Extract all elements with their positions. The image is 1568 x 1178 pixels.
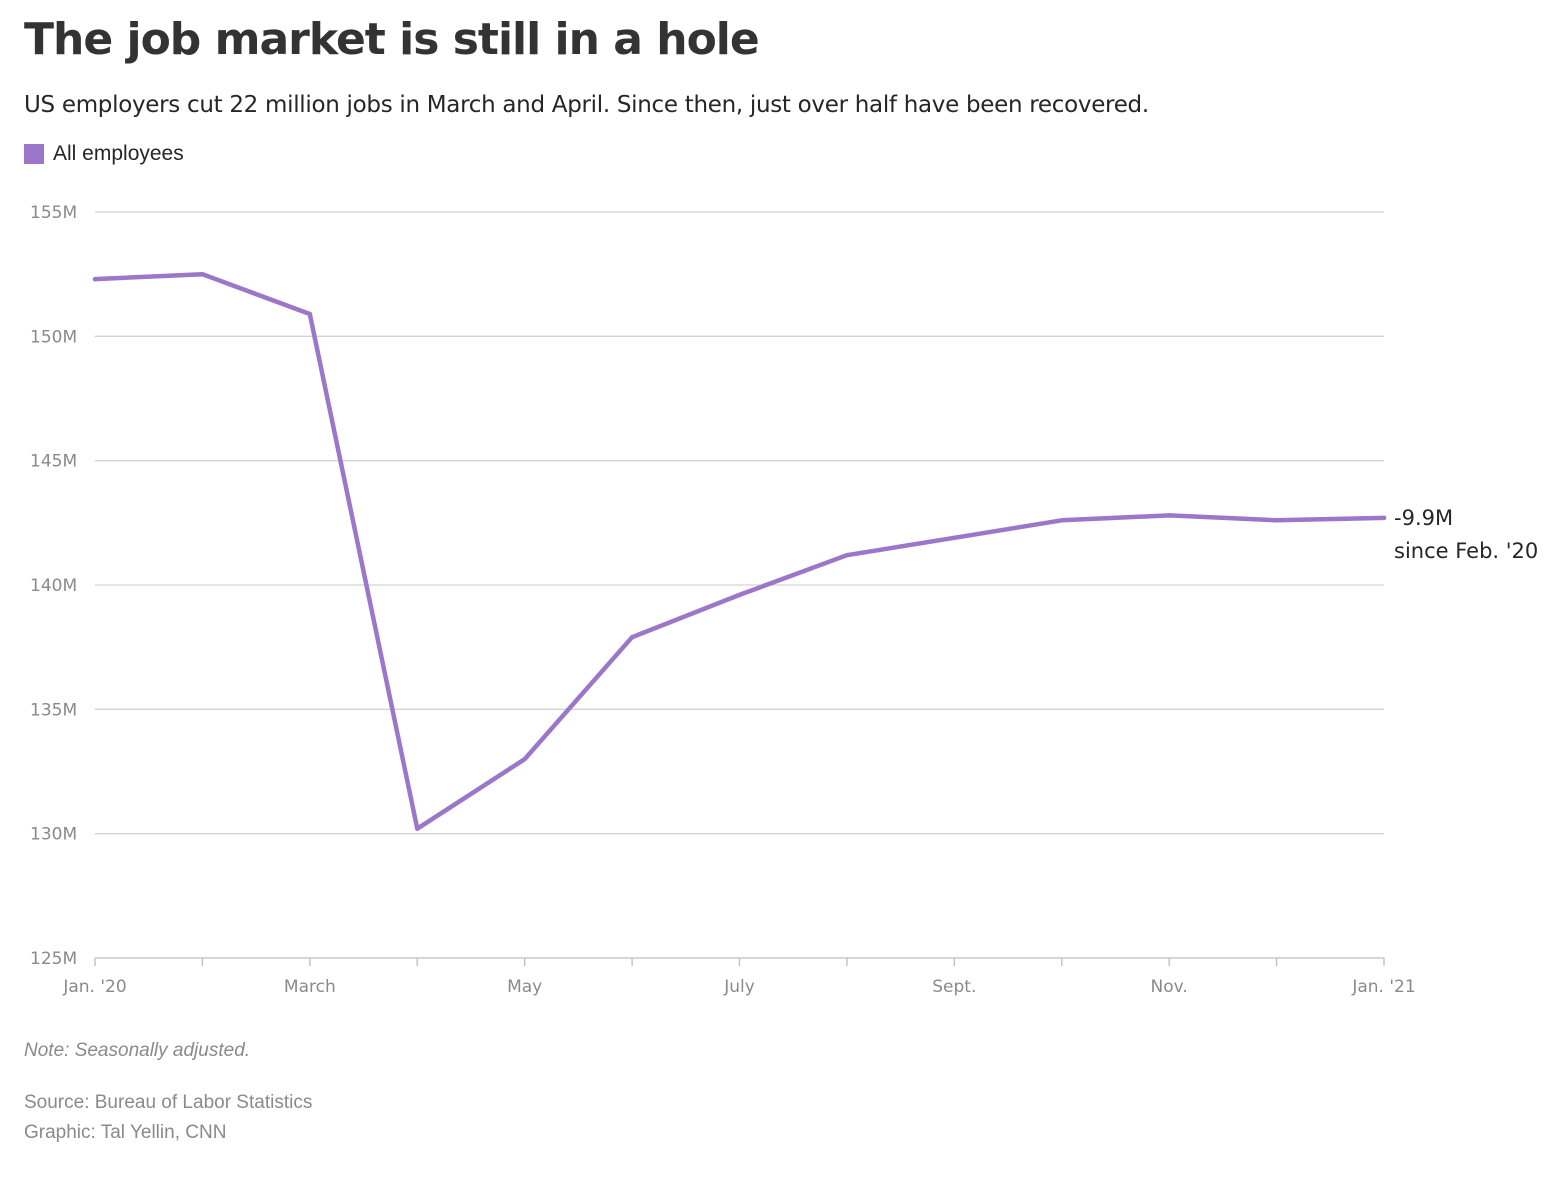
y-tick-label: 125M [30, 949, 77, 969]
y-tick-label: 150M [30, 327, 77, 347]
data-point [844, 552, 850, 558]
series-line [92, 271, 1387, 831]
data-point [952, 535, 957, 540]
y-tick-label: 155M [30, 203, 77, 223]
x-tick-label: July [723, 977, 755, 997]
data-point [307, 311, 313, 317]
chart-source: Source: Bureau of Labor Statistics [24, 1092, 313, 1113]
data-point [1274, 518, 1279, 523]
legend: All employees [24, 142, 184, 166]
chart-note: Note: Seasonally adjusted. [24, 1040, 251, 1061]
legend-label: All employees [53, 142, 184, 165]
x-tick-label: May [507, 977, 542, 997]
x-tick-label: Jan. '21 [1351, 977, 1415, 997]
annotation-text: since Feb. '20 [1394, 539, 1538, 563]
y-tick-label: 130M [30, 825, 77, 845]
y-tick-label: 145M [30, 452, 77, 472]
data-point [737, 592, 742, 598]
data-point [1166, 513, 1172, 518]
chart-credit: Graphic: Tal Yellin, CNN [24, 1122, 227, 1143]
chart-subtitle: US employers cut 22 million jobs in Marc… [24, 92, 1149, 118]
annotation-value: -9.9M [1394, 506, 1453, 530]
x-tick-label: March [284, 977, 336, 997]
data-point [415, 826, 420, 831]
legend-swatch [24, 144, 44, 164]
data-point [629, 635, 635, 640]
chart-title: The job market is still in a hole [24, 14, 760, 65]
x-tick-label: Sept. [932, 977, 976, 997]
data-point [1381, 515, 1387, 521]
y-tick-label: 135M [30, 700, 77, 720]
x-tick-label: Nov. [1151, 977, 1188, 997]
data-point [522, 756, 527, 762]
data-point [1059, 518, 1064, 523]
y-tick-label: 140M [30, 576, 77, 596]
data-point [92, 276, 98, 282]
data-point [200, 271, 205, 277]
x-tick-label: Jan. '20 [62, 977, 126, 997]
